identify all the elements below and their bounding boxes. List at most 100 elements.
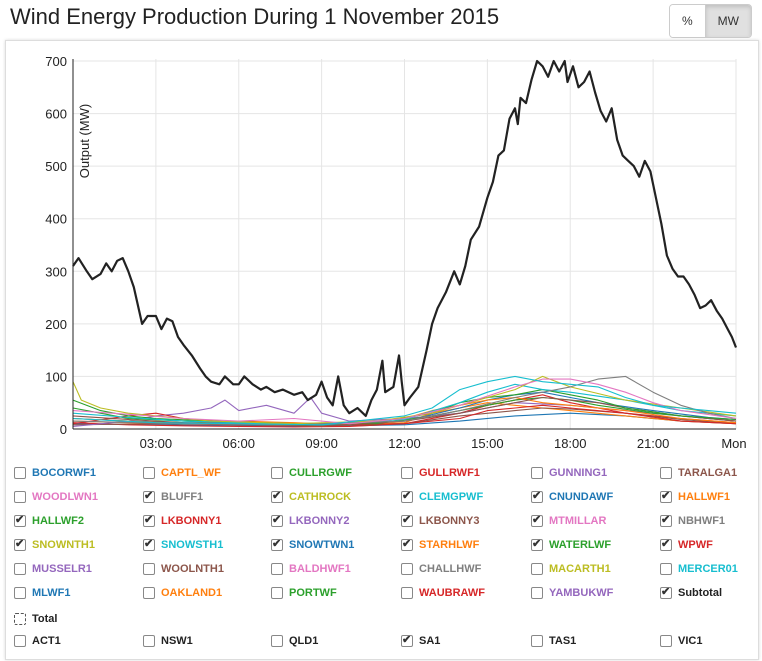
checkbox-box[interactable]: [401, 633, 413, 647]
series-checkbox-portwf[interactable]: PORTWF: [271, 587, 337, 599]
series-checkbox-taralga1[interactable]: TARALGA1: [660, 467, 737, 479]
series-checkbox-waubrawf[interactable]: WAUBRAWF: [401, 587, 485, 599]
percent-button[interactable]: %: [670, 5, 705, 37]
checkbox-box[interactable]: [660, 513, 672, 527]
series-checkbox-gunning1[interactable]: GUNNING1: [531, 467, 607, 479]
checkbox-box[interactable]: [660, 563, 672, 575]
series-checkbox-lkbonny2[interactable]: LKBONNY2: [271, 513, 350, 527]
checkbox-box[interactable]: [531, 513, 543, 527]
checkbox-label: SNOWSTH1: [161, 539, 224, 551]
series-checkbox-cullrgwf[interactable]: CULLRGWF: [271, 467, 352, 479]
series-checkbox-yambukwf[interactable]: YAMBUKWF: [531, 587, 613, 599]
y-axis-label: Output (MW): [77, 104, 92, 178]
series-checkbox-lkbonny3[interactable]: LKBONNY3: [401, 513, 480, 527]
checkbox-box[interactable]: [401, 563, 413, 575]
checkbox-box[interactable]: [14, 635, 26, 647]
series-checkbox-cnundawf[interactable]: CNUNDAWF: [531, 489, 613, 503]
checkbox-box[interactable]: [531, 537, 543, 551]
grid: [73, 59, 737, 430]
x-tick-label: 18:00: [554, 436, 587, 451]
checkbox-box[interactable]: [143, 537, 155, 551]
checkbox-label: MLWF1: [32, 587, 71, 599]
series-checkbox-snowsth1[interactable]: SNOWSTH1: [143, 537, 224, 551]
series-checkbox-mtmillar[interactable]: MTMILLAR: [531, 513, 606, 527]
checkbox-box[interactable]: [143, 467, 155, 479]
series-checkbox-gullrwf1[interactable]: GULLRWF1: [401, 467, 480, 479]
series-checkbox-bluff1[interactable]: BLUFF1: [143, 489, 204, 503]
checkbox-box[interactable]: [660, 635, 672, 647]
checkbox-box[interactable]: [14, 563, 26, 575]
checkbox-box[interactable]: [531, 563, 543, 575]
checkbox-box[interactable]: [14, 587, 26, 599]
series-checkbox-sa1[interactable]: SA1: [401, 633, 440, 647]
series-checkbox-vic1[interactable]: VIC1: [660, 635, 702, 647]
series-checkbox-waterlwf[interactable]: WATERLWF: [531, 537, 611, 551]
checkbox-box[interactable]: [143, 587, 155, 599]
series-checkbox-wpwf[interactable]: WPWF: [660, 537, 713, 551]
series-checkbox-clemgpwf[interactable]: CLEMGPWF: [401, 489, 483, 503]
series-checkbox-snownth1[interactable]: SNOWNTH1: [14, 537, 95, 551]
series-checkbox-woolnth1[interactable]: WOOLNTH1: [143, 563, 224, 575]
checkbox-label: STARHLWF: [419, 539, 480, 551]
checkbox-box[interactable]: [531, 489, 543, 503]
checkbox-box[interactable]: [271, 513, 283, 527]
x-tick-label: 21:00: [637, 436, 670, 451]
checkbox-label: TARALGA1: [678, 467, 738, 479]
checkbox-box[interactable]: [660, 489, 672, 503]
series-checkbox-challhwf[interactable]: CHALLHWF: [401, 563, 481, 575]
checkbox-box[interactable]: [531, 587, 543, 599]
checkbox-box[interactable]: [271, 563, 283, 575]
checkbox-label: Subtotal: [678, 587, 722, 599]
checkbox-box[interactable]: [531, 467, 543, 479]
checkbox-box[interactable]: [14, 513, 26, 527]
checkbox-box[interactable]: [143, 489, 155, 503]
series-checkbox-subtotal[interactable]: Subtotal: [660, 585, 722, 599]
checkbox-box[interactable]: [143, 513, 155, 527]
series-checkbox-total[interactable]: Total: [14, 613, 57, 625]
checkbox-box[interactable]: [143, 563, 155, 575]
series-checkbox-captl_wf[interactable]: CAPTL_WF: [143, 467, 221, 479]
series-checkbox-cathrock[interactable]: CATHROCK: [271, 489, 351, 503]
checkbox-box[interactable]: [660, 467, 672, 479]
checkbox-box[interactable]: [401, 587, 413, 599]
checkbox-box[interactable]: [660, 585, 672, 599]
series-checkbox-macarth1[interactable]: MACARTH1: [531, 563, 611, 575]
series-checkbox-oakland1[interactable]: OAKLAND1: [143, 587, 222, 599]
series-checkbox-mlwf1[interactable]: MLWF1: [14, 587, 71, 599]
series-checkbox-tas1[interactable]: TAS1: [531, 635, 576, 647]
series-checkbox-mercer01[interactable]: MERCER01: [660, 563, 738, 575]
checkbox-box[interactable]: [401, 489, 413, 503]
series-checkbox-hallwf1[interactable]: HALLWF1: [660, 489, 730, 503]
checkbox-box[interactable]: [14, 467, 26, 479]
checkbox-box[interactable]: [14, 491, 26, 503]
series-checkbox-lkbonny1[interactable]: LKBONNY1: [143, 513, 222, 527]
checkbox-box[interactable]: [143, 635, 155, 647]
checkbox-box[interactable]: [14, 613, 26, 625]
series-checkbox-musselr1[interactable]: MUSSELR1: [14, 563, 92, 575]
checkbox-box[interactable]: [271, 467, 283, 479]
checkbox-box[interactable]: [531, 635, 543, 647]
checkbox-box[interactable]: [660, 537, 672, 551]
checkbox-label: BLUFF1: [161, 491, 204, 503]
series-checkbox-woodlwn1[interactable]: WOODLWN1: [14, 491, 98, 503]
checkbox-box[interactable]: [271, 537, 283, 551]
series-checkbox-qld1[interactable]: QLD1: [271, 635, 318, 647]
checkbox-box[interactable]: [401, 513, 413, 527]
checkbox-box[interactable]: [14, 537, 26, 551]
checkbox-box[interactable]: [401, 467, 413, 479]
series-checkbox-nsw1[interactable]: NSW1: [143, 635, 193, 647]
checkbox-box[interactable]: [271, 635, 283, 647]
series-checkbox-hallwf2[interactable]: HALLWF2: [14, 513, 84, 527]
checkbox-box[interactable]: [271, 587, 283, 599]
series-checkbox-bocorwf1[interactable]: BOCORWF1: [14, 467, 96, 479]
mw-button[interactable]: MW: [704, 5, 751, 37]
series-checkbox-nbhwf1[interactable]: NBHWF1: [660, 513, 725, 527]
series-checkbox-act1[interactable]: ACT1: [14, 635, 61, 647]
checkbox-label: ACT1: [32, 635, 61, 647]
series-checkbox-baldhwf1[interactable]: BALDHWF1: [271, 563, 351, 575]
checkbox-box[interactable]: [401, 537, 413, 551]
series-checkbox-starhlwf[interactable]: STARHLWF: [401, 537, 480, 551]
checkbox-box[interactable]: [271, 489, 283, 503]
series-checkbox-snowtwn1[interactable]: SNOWTWN1: [271, 537, 355, 551]
checkbox-label: SNOWTWN1: [289, 539, 355, 551]
